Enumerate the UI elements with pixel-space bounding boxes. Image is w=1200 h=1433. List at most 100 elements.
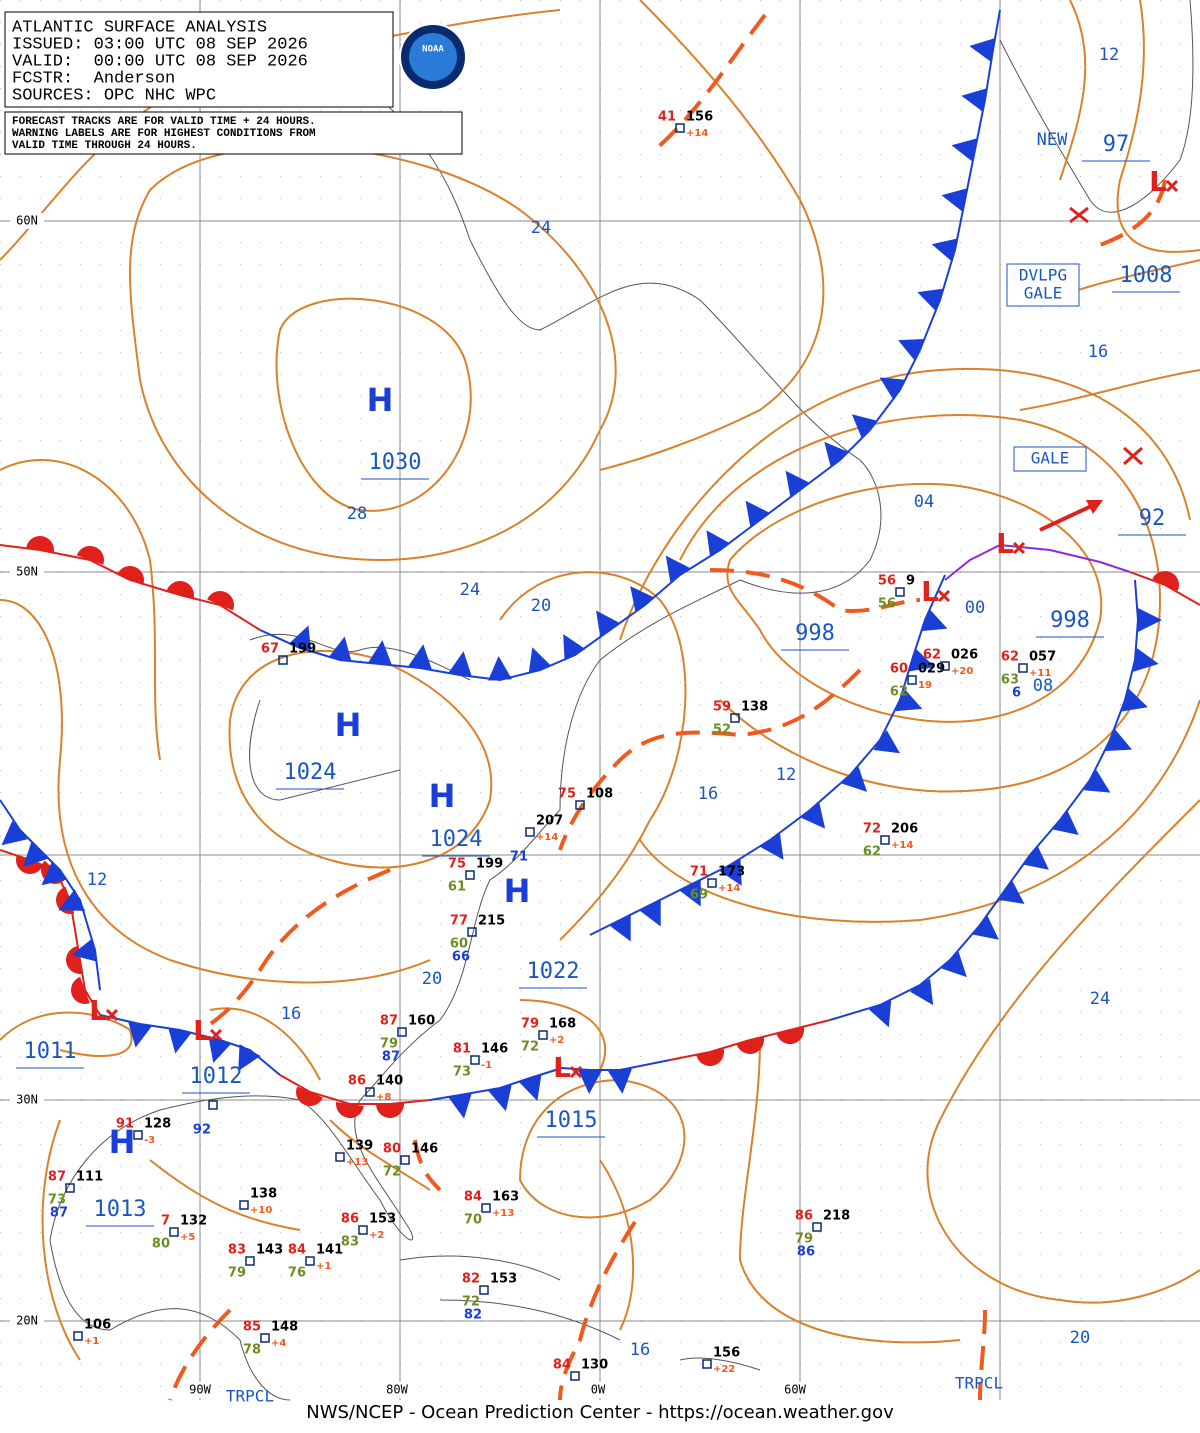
station-pres: 160 [408, 1014, 435, 1029]
lat-label: 60N [16, 214, 38, 228]
station-pres: 153 [369, 1212, 396, 1227]
pressure-label: 1012 [190, 1064, 243, 1089]
isobar-label: 24 [460, 580, 480, 600]
pressure-label: 1008 [1120, 263, 1173, 288]
isobar-label: 24 [1090, 989, 1110, 1009]
notice-line: WARNING LABELS ARE FOR HIGHEST CONDITION… [12, 128, 316, 140]
station-temp: 85 [243, 1320, 261, 1335]
station-temp: 67 [261, 642, 279, 657]
station-pres: 199 [289, 642, 316, 657]
station-tend: 19 [918, 680, 932, 691]
station-marker [538, 1030, 548, 1040]
center-x [1165, 179, 1179, 193]
station-marker [730, 713, 740, 723]
isobar-label: 04 [914, 492, 934, 512]
station-pres: 153 [490, 1272, 517, 1287]
station-marker [575, 800, 585, 810]
station-pres: 138 [250, 1187, 277, 1202]
header-line: SOURCES: OPC NHC WPC [12, 86, 216, 105]
isobar-label: 00 [965, 598, 985, 618]
front-label: TRPCL [226, 1387, 274, 1406]
isobar-label: 08 [1033, 676, 1053, 696]
station-pres: 163 [492, 1190, 519, 1205]
lon-label-box [182, 1382, 218, 1398]
lon-label: 90W [189, 1383, 211, 1397]
station-dew: 79 [795, 1232, 813, 1247]
logo-inner [409, 33, 457, 81]
station-pres: 026 [951, 648, 978, 663]
pressure-center: L [921, 575, 939, 608]
station-temp: 86 [348, 1074, 366, 1089]
station-temp: 81 [453, 1042, 471, 1057]
station-temp: 87 [48, 1170, 66, 1185]
station-pres: 148 [271, 1320, 298, 1335]
station-dew: 78 [243, 1343, 261, 1358]
pressure-label: 998 [1050, 608, 1090, 633]
pressure-center: H [429, 777, 456, 815]
logo-text: NOAA [422, 45, 444, 55]
lat-label: 50N [16, 565, 38, 579]
header-box [4, 11, 394, 108]
station-marker [397, 1027, 407, 1037]
station-tend: +5 [180, 1232, 195, 1243]
center-x [209, 1028, 223, 1042]
isobar-label: 20 [1070, 1328, 1090, 1348]
station-tend: +8 [376, 1092, 391, 1103]
station-tend: +14 [686, 128, 708, 139]
warning-label: DVLPG [1019, 266, 1067, 285]
station-temp: 75 [448, 857, 466, 872]
station-pres: 156 [713, 1346, 740, 1361]
station-dew: 76 [288, 1266, 306, 1281]
station-marker [812, 1222, 822, 1232]
header-line: VALID: 00:00 UTC 08 SEP 2026 [12, 52, 308, 71]
place-label: NEW [1037, 130, 1068, 150]
isobar-label: 12 [87, 870, 107, 890]
station-marker [479, 1285, 489, 1295]
station-temp: 80 [383, 1142, 401, 1157]
lat-label-box [10, 564, 44, 580]
station-temp: 82 [462, 1272, 480, 1287]
station-tend: -1 [481, 1060, 492, 1071]
pressure-label: 998 [795, 621, 835, 646]
station-extra: 87 [382, 1050, 400, 1065]
station-marker [907, 675, 917, 685]
station-marker [278, 655, 288, 665]
pressure-label: 1024 [430, 827, 483, 852]
center-x [569, 1065, 583, 1079]
station-temp: 86 [341, 1212, 359, 1227]
pressure-center: L [1149, 165, 1167, 198]
station-temp: 86 [795, 1209, 813, 1224]
pressure-label: 92 [1139, 506, 1166, 531]
station-pres: 218 [823, 1209, 850, 1224]
pressure-center: H [504, 872, 531, 910]
station-temp: 77 [450, 914, 468, 929]
center-x [105, 1008, 119, 1022]
station-marker [481, 1203, 491, 1213]
station-marker [335, 1152, 345, 1162]
station-marker [169, 1227, 179, 1237]
center-x [1012, 541, 1026, 555]
station-extra: 82 [464, 1308, 482, 1323]
pressure-label: 1030 [369, 450, 422, 475]
station-pres: 132 [180, 1214, 207, 1229]
lon-label-box [777, 1382, 813, 1398]
station-tend: +20 [951, 666, 973, 677]
notice-line: FORECAST TRACKS ARE FOR VALID TIME + 24 … [12, 116, 316, 128]
station-marker [880, 835, 890, 845]
station-tend: -3 [144, 1135, 155, 1146]
station-marker [305, 1256, 315, 1266]
station-pres: 9 [906, 574, 915, 589]
station-marker [467, 927, 477, 937]
station-temp: 62 [923, 648, 941, 663]
isobar-label: 20 [531, 596, 551, 616]
station-dew: 61 [448, 880, 466, 895]
station-dew: 73 [453, 1065, 471, 1080]
station-pres: 146 [481, 1042, 508, 1057]
station-dew: 72 [521, 1040, 539, 1055]
station-tend: +2 [369, 1230, 384, 1241]
station-dew: 56 [878, 597, 896, 612]
station-dew: 73 [48, 1193, 66, 1208]
footer: NWS/NCEP - Ocean Prediction Center - htt… [306, 1402, 894, 1423]
station-pres: 206 [891, 822, 918, 837]
station-tend: +2 [549, 1035, 564, 1046]
